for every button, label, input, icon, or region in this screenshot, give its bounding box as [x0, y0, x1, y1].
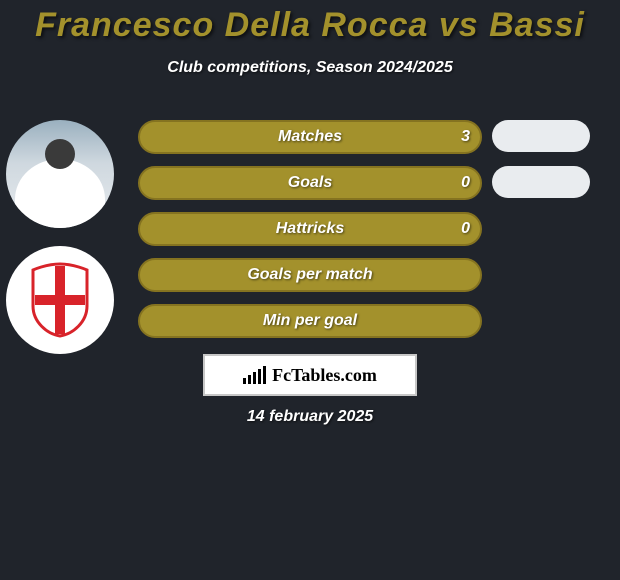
stat-row: Min per goal — [138, 304, 482, 338]
comparison-pill — [492, 120, 590, 152]
avatar-column — [6, 120, 114, 372]
stat-label: Goals per match — [247, 266, 372, 284]
stat-row: Hattricks 0 — [138, 212, 482, 246]
club-shield-icon — [29, 262, 91, 338]
stat-label: Goals — [288, 174, 332, 192]
player-avatar — [6, 120, 114, 228]
stat-value: 0 — [461, 174, 470, 192]
date-text: 14 february 2025 — [0, 408, 620, 426]
comparison-pill — [492, 166, 590, 198]
subtitle: Club competitions, Season 2024/2025 — [0, 59, 620, 77]
right-pill-column — [492, 120, 590, 212]
stat-row: Matches 3 — [138, 120, 482, 154]
logo-text: FcTables.com — [272, 365, 377, 386]
stat-row: Goals 0 — [138, 166, 482, 200]
stat-label: Min per goal — [263, 312, 357, 330]
bar-chart-icon — [243, 366, 266, 384]
stat-value: 0 — [461, 220, 470, 238]
stat-label: Hattricks — [276, 220, 344, 238]
stat-row: Goals per match — [138, 258, 482, 292]
fctables-logo: FcTables.com — [203, 354, 417, 396]
stat-label: Matches — [278, 128, 342, 146]
stat-value: 3 — [461, 128, 470, 146]
club-avatar — [6, 246, 114, 354]
page-title: Francesco Della Rocca vs Bassi — [0, 0, 620, 45]
stats-rows: Matches 3 Goals 0 Hattricks 0 Goals per match M… — [138, 120, 482, 350]
